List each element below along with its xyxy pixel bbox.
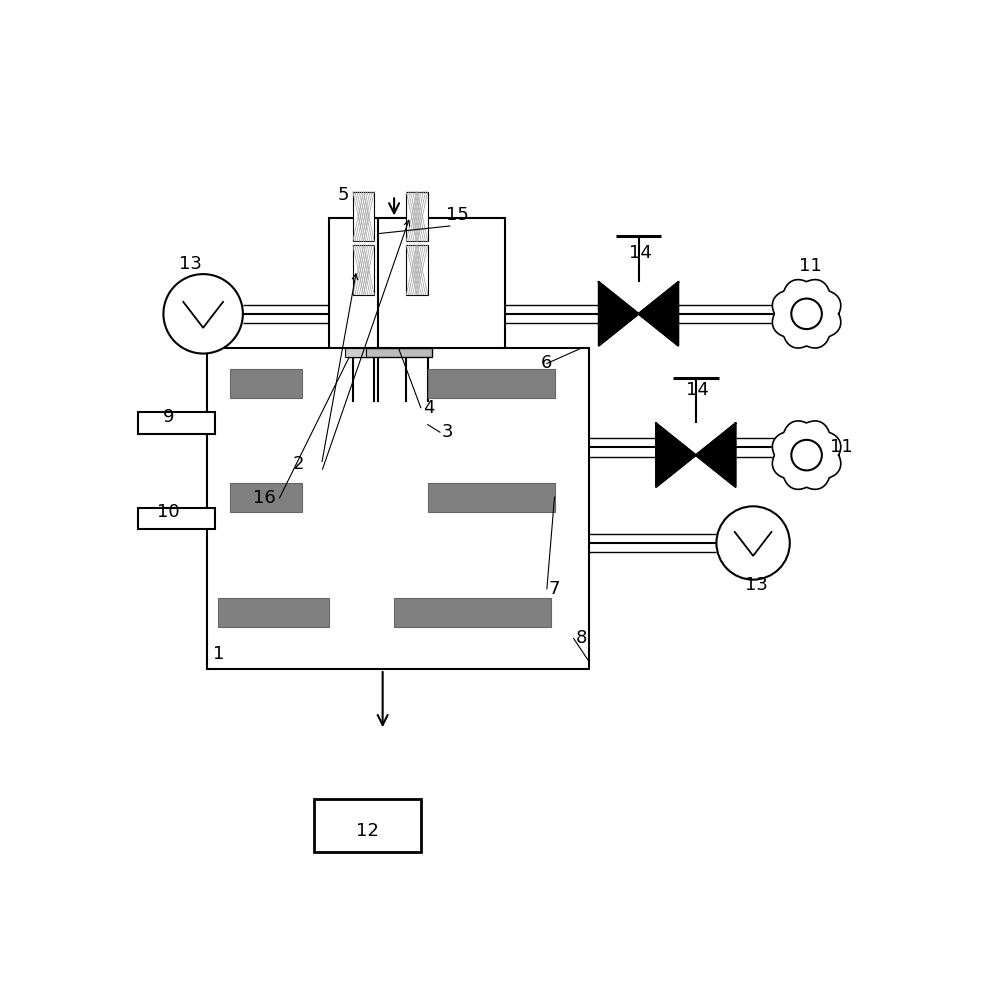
Polygon shape	[772, 280, 841, 348]
Bar	[394, 598, 551, 627]
Text: 11: 11	[830, 438, 852, 456]
Bar	[138, 508, 215, 529]
Circle shape	[716, 506, 790, 579]
Bar	[353, 245, 374, 295]
Bar	[353, 191, 374, 241]
Polygon shape	[772, 421, 841, 489]
Text: 14: 14	[629, 244, 652, 262]
Bar	[230, 483, 302, 513]
Text: 15: 15	[446, 205, 469, 223]
Polygon shape	[696, 424, 736, 487]
Text: 7: 7	[549, 579, 560, 598]
Text: 12: 12	[356, 822, 379, 840]
Bar	[428, 483, 555, 513]
Polygon shape	[599, 282, 639, 345]
Text: 5: 5	[337, 186, 349, 204]
Polygon shape	[639, 282, 678, 345]
Text: 11: 11	[799, 257, 822, 275]
Text: 9: 9	[163, 408, 175, 426]
Bar	[329, 218, 505, 402]
Text: 13: 13	[179, 255, 202, 273]
Bar	[314, 799, 421, 852]
Bar	[218, 598, 329, 627]
Text: 4: 4	[423, 399, 434, 417]
Text: 16: 16	[253, 489, 276, 507]
Circle shape	[791, 439, 822, 470]
Text: 13: 13	[745, 576, 768, 594]
Text: 14: 14	[686, 381, 709, 399]
Text: 10: 10	[157, 503, 180, 522]
Polygon shape	[656, 424, 696, 487]
Bar	[138, 413, 215, 434]
Text: 1: 1	[213, 645, 224, 663]
Circle shape	[163, 274, 243, 353]
Text: 6: 6	[541, 354, 553, 372]
Text: 8: 8	[576, 630, 587, 648]
Text: 3: 3	[442, 424, 453, 441]
Bar	[349, 348, 432, 357]
Bar	[345, 348, 366, 357]
Text: 2: 2	[293, 455, 304, 473]
Circle shape	[791, 299, 822, 329]
Bar	[406, 245, 428, 295]
Bar	[428, 369, 555, 398]
Bar	[207, 348, 589, 669]
Bar	[230, 369, 302, 398]
Bar	[406, 191, 428, 241]
